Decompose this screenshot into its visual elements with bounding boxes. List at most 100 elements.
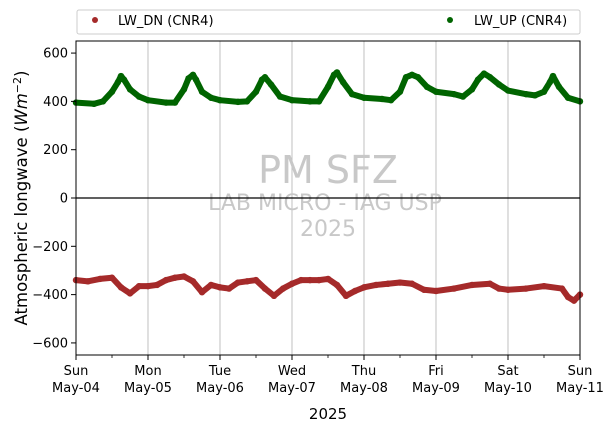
data-point xyxy=(324,275,332,283)
data-point xyxy=(234,98,242,106)
data-point xyxy=(96,275,104,283)
data-point xyxy=(384,280,392,287)
data-point xyxy=(480,70,488,77)
data-point xyxy=(570,297,578,304)
data-point xyxy=(189,71,197,79)
data-point xyxy=(420,286,428,293)
x-axis-title: 2025 xyxy=(309,405,347,423)
data-point xyxy=(216,284,224,291)
legend-marker-lw-up xyxy=(447,17,453,23)
data-point xyxy=(243,98,251,105)
data-point xyxy=(396,88,404,95)
data-point xyxy=(216,96,224,104)
data-point xyxy=(162,276,170,284)
data-point xyxy=(408,71,416,79)
data-point xyxy=(351,287,359,295)
data-point xyxy=(180,273,188,280)
data-point xyxy=(468,281,476,289)
y-tick-label: −200 xyxy=(32,240,68,255)
data-point xyxy=(207,94,215,101)
data-point xyxy=(414,74,422,81)
data-point xyxy=(288,280,296,287)
data-point xyxy=(306,98,314,105)
data-point xyxy=(180,86,188,93)
data-point xyxy=(450,90,458,98)
data-point xyxy=(378,95,386,103)
data-point xyxy=(333,281,341,289)
y-axis-title-text: Atmospheric longwave ( xyxy=(12,126,31,326)
data-point xyxy=(135,93,143,100)
data-point xyxy=(372,281,380,289)
data-point xyxy=(459,93,467,100)
x-tick-label: May-09 xyxy=(412,381,460,396)
data-point xyxy=(495,285,503,292)
data-point xyxy=(486,74,494,81)
data-point xyxy=(396,279,404,286)
x-tick-label: May-10 xyxy=(484,381,532,396)
x-tick-day: Sat xyxy=(497,364,518,379)
data-point xyxy=(243,278,251,285)
data-point xyxy=(540,282,548,290)
x-tick-day: Sun xyxy=(64,364,89,379)
legend-marker-lw-dn xyxy=(92,17,98,23)
data-point xyxy=(432,88,440,95)
data-point xyxy=(252,88,260,95)
data-point xyxy=(339,78,347,86)
data-point xyxy=(144,96,152,104)
data-point xyxy=(198,289,206,296)
data-point xyxy=(135,282,143,290)
data-point xyxy=(315,98,323,105)
x-tick-label: May-11 xyxy=(556,381,604,396)
legend-label-lw-up: LW_UP (CNR4) xyxy=(474,14,567,29)
data-point xyxy=(564,293,572,301)
data-point xyxy=(450,285,458,292)
x-tick-label: May-07 xyxy=(268,381,316,396)
data-point xyxy=(108,274,116,281)
data-point xyxy=(324,83,332,91)
data-point xyxy=(432,287,440,295)
watermark-title: PM SFZ xyxy=(258,148,398,192)
data-point xyxy=(120,76,128,83)
data-point xyxy=(546,78,554,86)
x-tick-day: Tue xyxy=(208,364,231,379)
y-tick-label: 600 xyxy=(43,47,68,62)
series-lw-up xyxy=(72,69,584,108)
data-point xyxy=(126,86,134,93)
data-point xyxy=(126,290,134,297)
watermark: PM SFZ LAB MICRO - IAG USP 2025 xyxy=(208,148,442,242)
data-point xyxy=(522,285,530,292)
data-point xyxy=(192,76,200,83)
data-point xyxy=(468,86,476,93)
y-tick-label: 200 xyxy=(43,143,68,158)
y-axis-title: Atmospheric longwave (Wm−2) xyxy=(11,71,32,326)
data-point xyxy=(333,69,341,76)
data-point xyxy=(171,99,179,106)
data-point xyxy=(504,87,512,94)
data-point xyxy=(153,281,161,289)
data-point xyxy=(558,285,566,292)
y-axis-title-exponent: −2 xyxy=(11,77,24,93)
data-point xyxy=(261,285,269,292)
data-point xyxy=(306,276,314,284)
x-tick-day: Sun xyxy=(568,364,593,379)
y-axis-title-unit: Wm xyxy=(12,93,31,125)
data-point xyxy=(297,276,305,284)
data-series xyxy=(72,69,584,304)
data-point xyxy=(564,94,572,101)
data-point xyxy=(267,81,275,88)
data-point xyxy=(114,78,122,86)
data-point xyxy=(252,276,260,284)
legend: LW_DN (CNR4) LW_UP (CNR4) xyxy=(76,9,581,35)
data-point xyxy=(387,96,395,104)
x-tick-label: May-08 xyxy=(340,381,388,396)
y-axis: −600 −400 −200 0 200 400 600 xyxy=(32,47,76,351)
data-point xyxy=(270,292,278,300)
data-point xyxy=(360,284,368,291)
data-point xyxy=(144,282,152,290)
legend-frame xyxy=(76,9,581,35)
data-point xyxy=(225,285,233,292)
x-tick-day: Thu xyxy=(351,364,376,379)
data-point xyxy=(261,74,269,81)
x-tick-day: Wed xyxy=(278,364,306,379)
